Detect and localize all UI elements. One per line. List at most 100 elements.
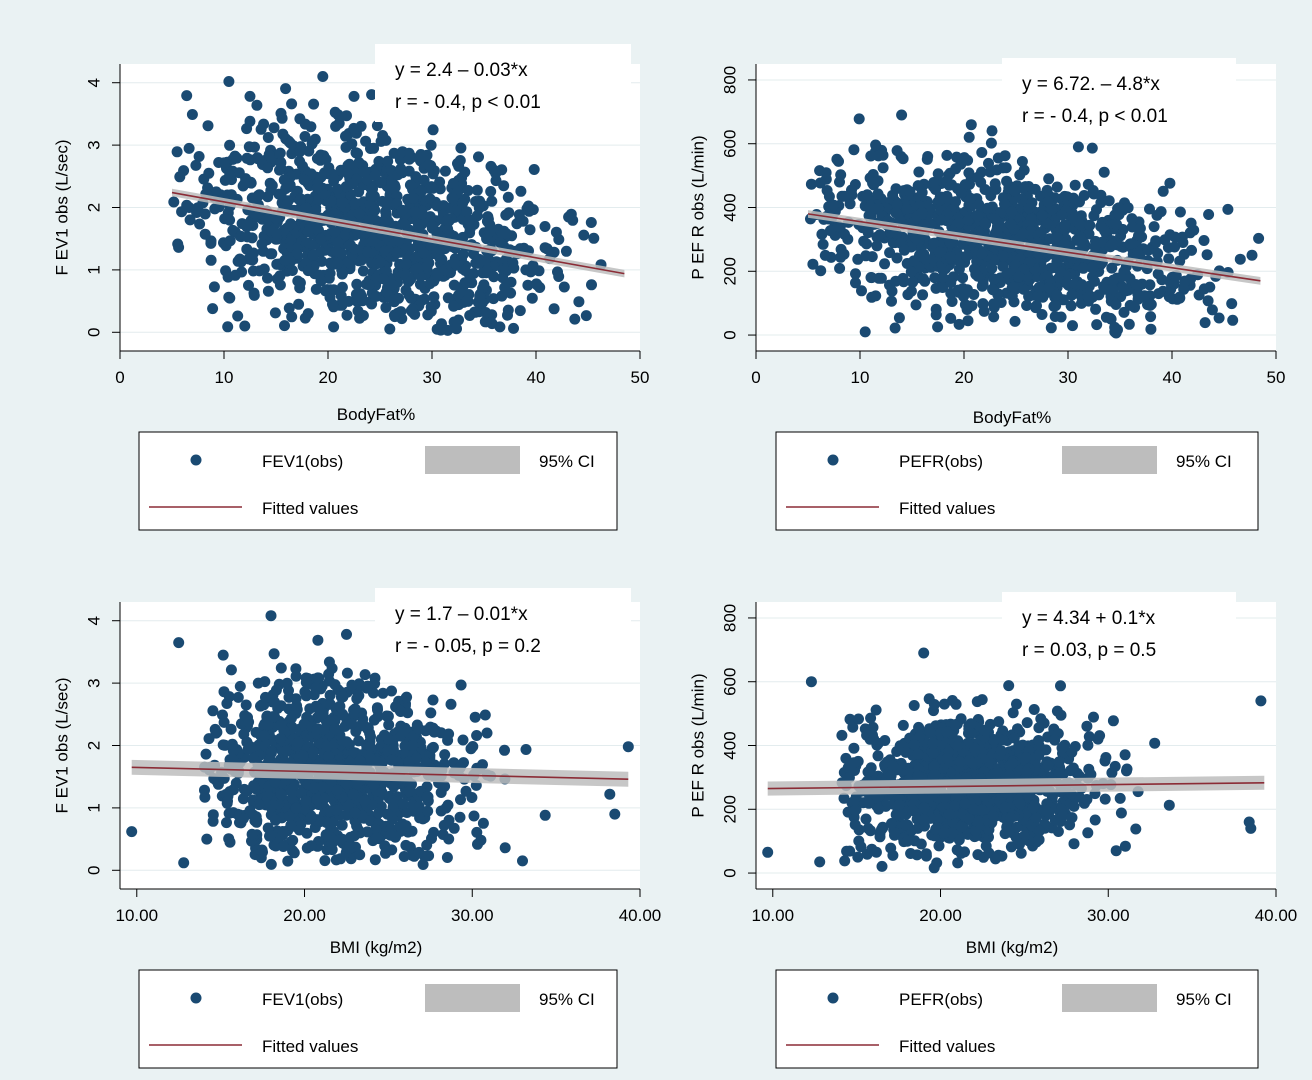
data-point: [300, 202, 312, 214]
data-point: [1107, 283, 1119, 295]
y-tick-label: 0: [721, 330, 740, 339]
data-point: [256, 238, 268, 250]
data-point: [343, 295, 355, 307]
y-tick-label: 400: [721, 731, 740, 759]
data-point: [976, 147, 988, 158]
data-point: [924, 726, 936, 738]
data-point: [1051, 181, 1063, 193]
data-point: [1040, 805, 1052, 817]
data-point: [1174, 206, 1186, 218]
data-point: [461, 206, 473, 218]
data-point: [336, 268, 348, 280]
data-point: [310, 204, 322, 216]
data-point: [1059, 238, 1070, 250]
data-point: [171, 146, 183, 158]
data-point: [1174, 255, 1186, 267]
data-point: [950, 196, 962, 208]
data-point: [1033, 722, 1045, 734]
data-point: [442, 734, 454, 746]
data-point: [1177, 237, 1189, 248]
legend-box: [138, 431, 618, 531]
data-point: [585, 217, 597, 228]
data-point: [386, 685, 397, 697]
data-point: [831, 153, 843, 165]
data-point: [274, 147, 286, 159]
data-point: [473, 151, 484, 163]
data-point: [520, 744, 532, 755]
data-point: [393, 235, 405, 247]
data-point: [839, 855, 851, 867]
data-point: [425, 707, 437, 719]
data-point: [294, 113, 306, 125]
data-point: [354, 849, 366, 861]
data-point: [223, 76, 235, 87]
data-point: [395, 706, 407, 717]
data-point: [1111, 218, 1122, 230]
data-point: [329, 723, 341, 735]
x-tick-label: 20.00: [283, 906, 326, 925]
data-point: [937, 272, 949, 283]
annotation-box: [375, 588, 631, 666]
data-point: [1169, 241, 1181, 253]
data-point: [622, 741, 634, 753]
data-point: [210, 726, 222, 738]
data-point: [1030, 812, 1042, 824]
y-tick-label: 3: [85, 140, 104, 149]
data-point: [482, 213, 494, 225]
data-point: [896, 109, 908, 121]
data-point: [268, 648, 280, 660]
data-point: [1164, 177, 1176, 189]
data-point: [341, 309, 353, 321]
data-point: [1110, 299, 1122, 310]
data-point: [422, 805, 434, 817]
data-point: [1033, 834, 1045, 846]
data-point: [917, 273, 929, 285]
data-point: [872, 150, 884, 162]
data-point: [293, 824, 305, 836]
data-point: [406, 306, 418, 318]
data-point: [341, 628, 352, 640]
data-point: [961, 284, 973, 296]
data-point: [199, 228, 211, 240]
data-point: [441, 215, 453, 227]
data-point: [340, 130, 351, 142]
data-point: [950, 698, 962, 710]
data-point: [874, 229, 886, 241]
data-point: [1144, 203, 1155, 215]
data-point: [354, 755, 366, 767]
data-point: [269, 307, 281, 319]
data-point: [900, 746, 912, 758]
data-point: [365, 190, 377, 202]
data-point: [368, 714, 380, 726]
data-point: [959, 179, 971, 191]
data-point: [1059, 190, 1071, 202]
data-point: [323, 272, 335, 284]
data-point: [979, 184, 991, 195]
data-point: [382, 196, 394, 208]
data-point: [262, 132, 274, 143]
data-point: [341, 667, 353, 679]
y-axis-title: P EF R obs (L/min): [689, 673, 708, 817]
data-point: [868, 733, 880, 745]
data-point: [1023, 291, 1035, 302]
data-point: [404, 179, 416, 191]
legend-label-ci: 95% CI: [1176, 452, 1232, 471]
data-point: [328, 321, 340, 333]
data-point: [183, 202, 195, 213]
data-point: [609, 808, 621, 820]
data-point: [413, 846, 425, 858]
data-point: [1036, 309, 1048, 320]
fitted-line: [171, 191, 625, 275]
data-point: [377, 687, 389, 699]
data-point: [1001, 175, 1013, 187]
data-point: [866, 272, 878, 284]
data-point: [934, 194, 946, 206]
data-point: [921, 153, 933, 165]
data-point: [401, 807, 413, 818]
data-point: [918, 802, 930, 814]
data-point: [291, 248, 303, 260]
legend-ci-swatch: [1062, 984, 1157, 1012]
data-point: [972, 210, 983, 222]
data-point: [1082, 827, 1094, 839]
data-point: [252, 677, 264, 689]
